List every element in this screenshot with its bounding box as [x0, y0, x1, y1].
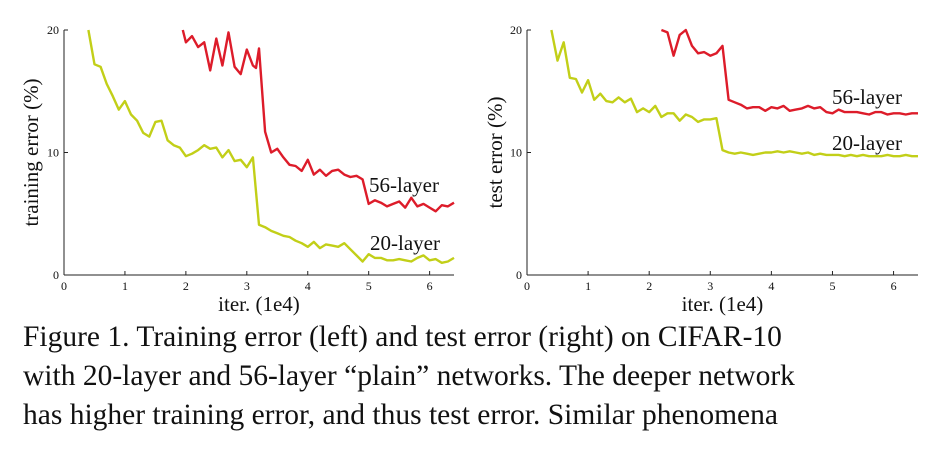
series-label-56-layer: 56-layer [369, 173, 439, 197]
caption-line-1: Figure 1. Training error (left) and test… [23, 321, 782, 353]
y-tick-label: 20 [510, 23, 522, 37]
x-tick-label: 0 [524, 279, 530, 293]
y-tick-label: 0 [516, 268, 522, 282]
series-label-20-layer: 20-layer [832, 131, 902, 155]
x-axis-label: iter. (1e4) [682, 292, 764, 316]
x-tick-label: 1 [122, 279, 128, 293]
series-line-56-layer [181, 29, 455, 213]
series-line-20-layer [87, 29, 455, 264]
x-tick-label: 3 [707, 279, 713, 293]
series-line-56-layer [660, 28, 918, 116]
y-tick-label: 20 [47, 23, 59, 37]
x-tick-label: 1 [585, 279, 591, 293]
caption-line-3: has higher training error, and thus test… [23, 399, 778, 431]
test-error-chart: 0 1 2 3 4 5 6 0 10 20 iter. (1e4) test error (%) 56-… [483, 23, 918, 316]
y-tick-label: 10 [47, 146, 59, 160]
x-tick-label: 5 [829, 279, 835, 293]
series-label-20-layer: 20-layer [370, 231, 440, 255]
x-tick-label: 6 [891, 279, 897, 293]
caption-line-2: with 20-layer and 56-layer “plain” netwo… [23, 360, 795, 392]
x-tick-label: 2 [183, 279, 189, 293]
series-label-56-layer: 56-layer [832, 85, 902, 109]
x-tick-label: 3 [244, 279, 250, 293]
y-tick-label: 10 [510, 146, 522, 160]
series-line-20-layer [550, 29, 918, 158]
x-tick-label: 4 [768, 279, 774, 293]
x-tick-label: 5 [366, 279, 372, 293]
y-tick-label: 0 [53, 268, 59, 282]
x-tick-label: 2 [646, 279, 652, 293]
x-tick-label: 4 [305, 279, 311, 293]
y-axis-label: test error (%) [483, 97, 507, 209]
training-error-chart: 0 1 2 3 4 5 6 0 10 20 iter. (1e4) training error (%… [19, 23, 455, 316]
x-axis-label: iter. (1e4) [218, 292, 300, 316]
y-axis-label: training error (%) [19, 78, 43, 226]
x-tick-label: 6 [427, 279, 433, 293]
figure-caption: Figure 1. Training error (left) and test… [23, 318, 938, 435]
x-tick-label: 0 [61, 279, 67, 293]
